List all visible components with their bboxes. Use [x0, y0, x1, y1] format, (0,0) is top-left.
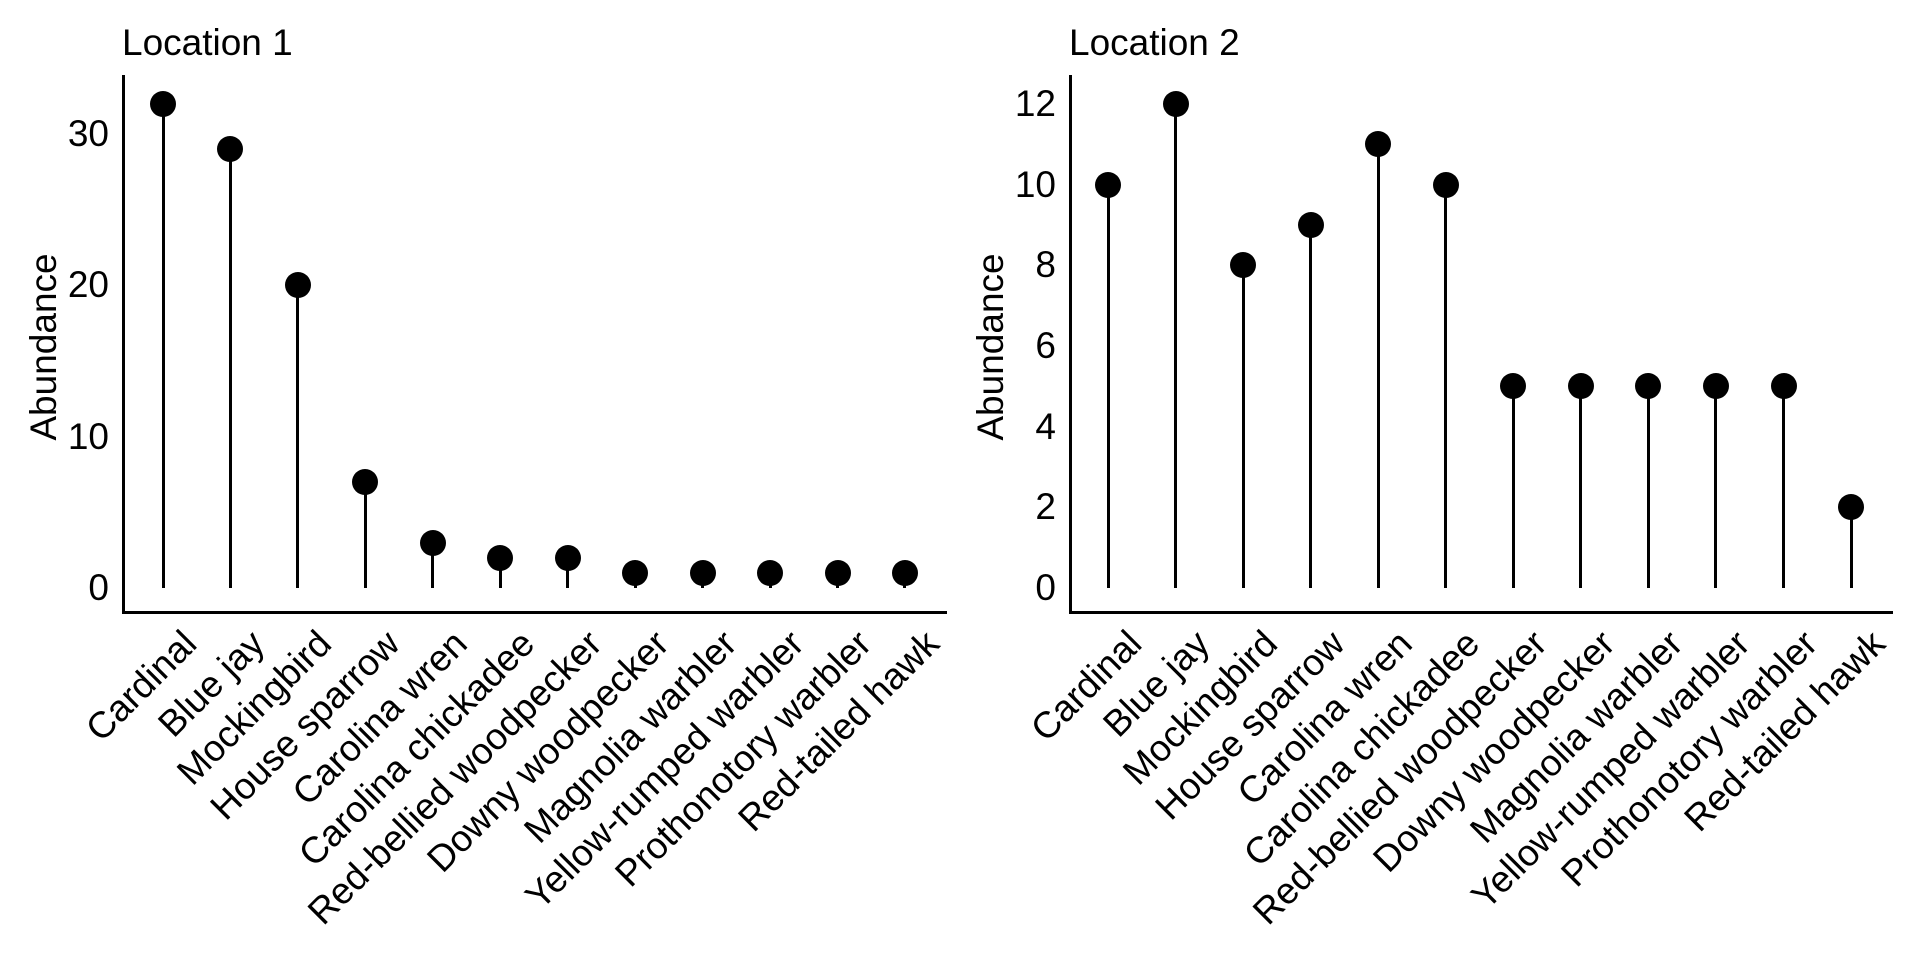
- lollipop-stem: [1174, 104, 1178, 588]
- lollipop-stem: [1579, 386, 1583, 588]
- lollipop-stem: [498, 557, 502, 588]
- lollipop-stem: [296, 285, 300, 588]
- lollipop-stem: [161, 103, 165, 588]
- lollipop-dot: [757, 559, 784, 586]
- y-tick-label: 0: [1035, 567, 1056, 608]
- y-tick-label: 20: [67, 264, 109, 306]
- y-tick-label: 10: [67, 415, 109, 457]
- lollipop-dot: [217, 135, 244, 162]
- lollipop-dot: [689, 559, 716, 586]
- lollipop-dot: [1162, 91, 1189, 118]
- lollipop-dot: [150, 90, 176, 117]
- y-axis-label: Abundance: [970, 253, 1011, 441]
- y-tick-label: 4: [1035, 405, 1056, 447]
- lollipop-dot: [1770, 373, 1797, 400]
- lollipop-dot: [1838, 494, 1865, 521]
- y-tick-label: 6: [1035, 325, 1056, 367]
- lollipop-stem: [1376, 144, 1380, 588]
- y-axis-line: [121, 75, 125, 614]
- y-tick-label: 8: [1035, 244, 1056, 286]
- lollipop-stem: [1309, 225, 1313, 588]
- lollipop-stem: [431, 542, 435, 588]
- x-axis-line: [123, 610, 947, 614]
- lollipop-stem: [1241, 265, 1245, 588]
- panel-title: Location 1: [122, 22, 293, 63]
- lollipop-stem: [363, 482, 367, 588]
- lollipop-dot: [891, 559, 918, 586]
- y-tick-label: 10: [1014, 163, 1056, 205]
- lollipop-stem: [1106, 184, 1110, 588]
- lollipop-dot: [352, 469, 379, 496]
- lollipop-dot: [1635, 373, 1662, 400]
- lollipop-stem: [1714, 386, 1718, 588]
- lollipop-dot: [284, 272, 311, 299]
- lollipop-dot: [622, 559, 649, 586]
- lollipop-stem: [1444, 184, 1448, 588]
- lollipop-dot: [554, 544, 581, 571]
- lollipop-stem: [1782, 386, 1785, 588]
- lollipop-dot: [1297, 212, 1324, 239]
- lollipop-stem: [1849, 507, 1853, 588]
- lollipop-dot: [1432, 171, 1459, 198]
- y-tick-label: 12: [1014, 83, 1056, 125]
- lollipop-stem: [228, 148, 232, 588]
- lollipop-stem: [1511, 386, 1515, 588]
- y-tick-label: 30: [67, 112, 109, 154]
- y-tick-label: 0: [88, 567, 109, 608]
- lollipop-dot: [1365, 131, 1392, 158]
- lollipop-dot: [824, 559, 851, 586]
- lollipop-dot: [419, 529, 446, 556]
- lollipop-dot: [1095, 171, 1121, 198]
- lollipop-dot: [1230, 252, 1257, 279]
- lollipop-stem: [1646, 386, 1650, 588]
- lollipop-dot: [1702, 373, 1729, 400]
- panel-title: Location 2: [1069, 22, 1240, 63]
- x-axis-line: [1070, 610, 1893, 614]
- lollipop-dot: [1500, 373, 1527, 400]
- lollipop-dot: [487, 544, 514, 571]
- y-axis-line: [1068, 75, 1072, 614]
- y-tick-label: 2: [1035, 486, 1056, 528]
- lollipop-dot: [1567, 373, 1594, 400]
- lollipop-stem: [566, 557, 570, 588]
